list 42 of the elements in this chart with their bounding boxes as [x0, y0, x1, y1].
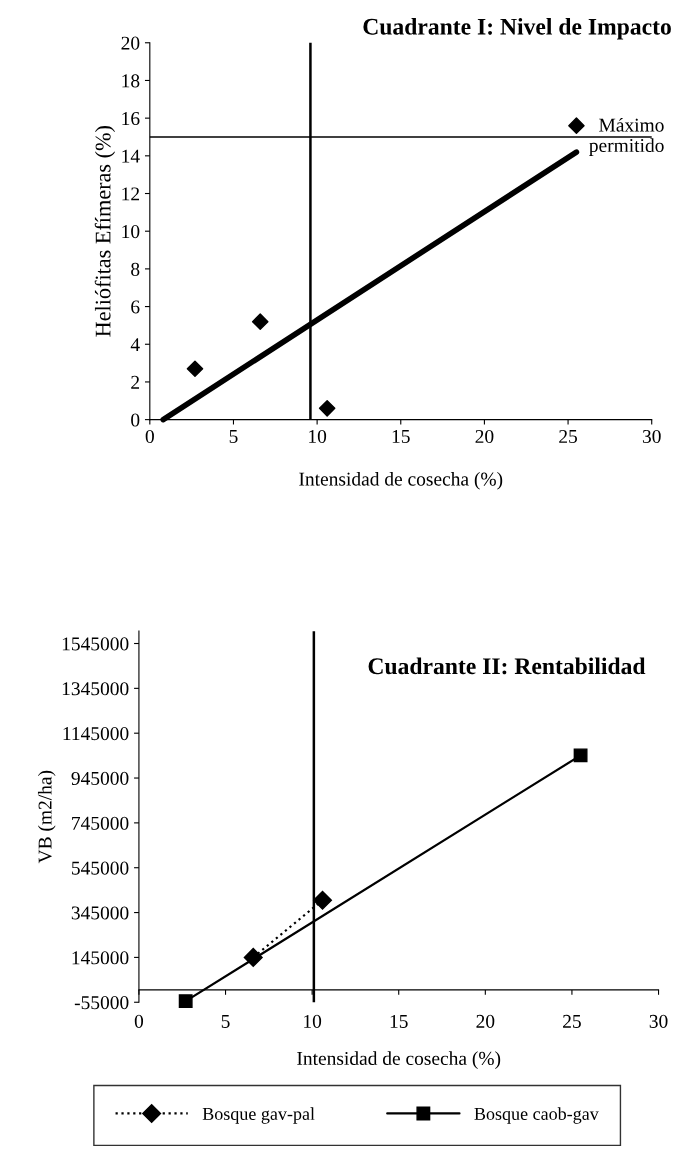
y-tick-label: 1145000: [63, 727, 129, 741]
x-tick-label: 5: [221, 1014, 230, 1028]
y-tick-label: 14: [122, 149, 140, 163]
y-axis-title: Heliófitas Efímeras (%): [94, 126, 116, 337]
text: Cuadrante II: Rentabilidad: [368, 657, 646, 675]
x-tick-label: 20: [475, 429, 494, 444]
y-tick-label: 1345000: [62, 682, 129, 696]
y-tick-label: 745000: [72, 816, 129, 830]
y-tick-label: 4: [130, 338, 140, 351]
x-tick-label: 30: [649, 1014, 668, 1028]
x-tick-label: 10: [309, 429, 327, 444]
y-tick-label: -55000: [74, 996, 129, 1010]
y-tick-label: 1545000: [62, 637, 129, 651]
x-tick-label: 0: [145, 429, 154, 444]
y-tick-label: 6: [131, 300, 140, 314]
x-tick-label: 10: [304, 1014, 322, 1028]
x-tick-label: 15: [392, 430, 410, 444]
chart-title: Cuadrante I: Nivel de Impacto: [363, 18, 671, 40]
x-tick-label: 25: [559, 429, 578, 444]
y-tick-label: 2: [131, 375, 140, 389]
x-tick-label: 15: [390, 1014, 408, 1028]
y-tick-label: 12: [122, 187, 140, 201]
annotation: Máximo permitido: [589, 117, 664, 156]
y-tick-label: 545000: [72, 861, 129, 875]
legend-label: Bosque caob-gav: [474, 1107, 599, 1124]
y-tick-label: 0: [131, 413, 140, 427]
legend-label: Bosque gav-pal: [202, 1107, 315, 1124]
x-tick-label: 30: [642, 429, 661, 444]
x-tick-label: 20: [476, 1014, 495, 1028]
y-tick-label: 8: [131, 262, 140, 276]
y-tick-label: 145000: [72, 951, 129, 965]
x-tick-label: 25: [563, 1014, 581, 1028]
x-axis-title: Intensidad de cosecha (%): [299, 471, 503, 490]
y-tick-label: 945000: [71, 771, 129, 785]
y-tick-label: 345000: [71, 906, 129, 920]
x-axis-title: Intensidad de cosecha (%): [297, 1051, 501, 1069]
x-tick-label: 5: [229, 430, 238, 444]
y-axis-title: VB (m2/ha): [37, 770, 56, 864]
y-tick-label: 10: [122, 225, 140, 239]
y-tick-label: 18: [122, 74, 140, 88]
y-tick-label: 16: [122, 112, 140, 126]
y-tick-label: 20: [121, 36, 140, 50]
